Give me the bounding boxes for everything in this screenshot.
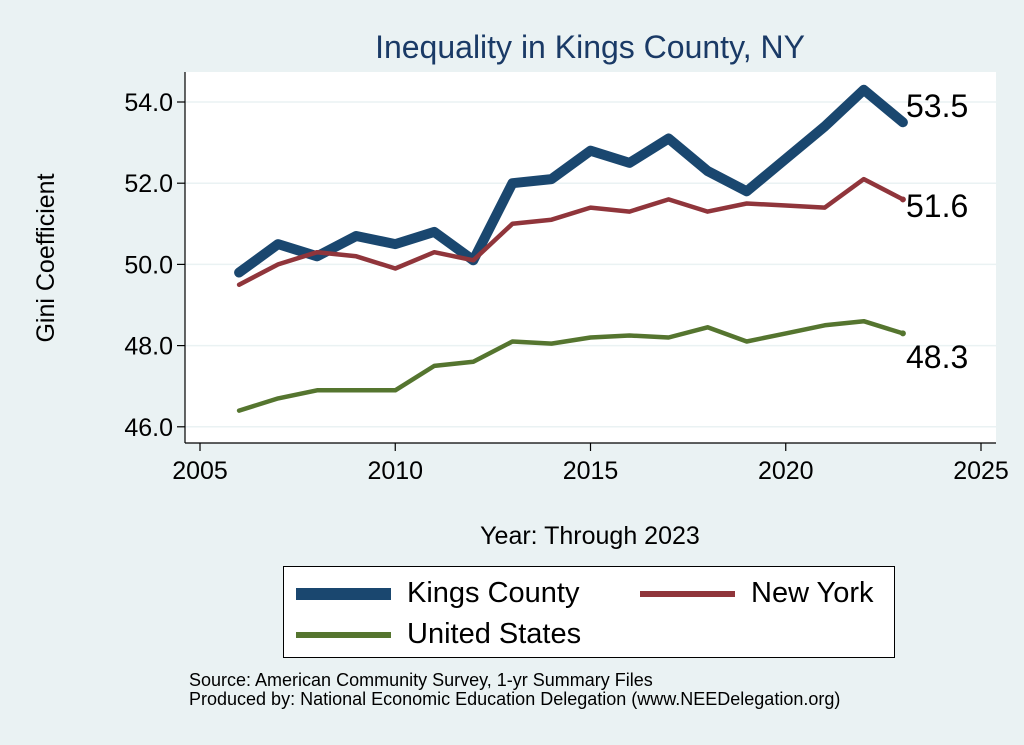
legend: Kings County New York United States: [283, 566, 895, 658]
legend-item-new-york: New York: [640, 577, 874, 610]
legend-label-kings-county: Kings County: [407, 577, 580, 609]
series-line-united-states: [236, 318, 906, 413]
legend-label-united-states: United States: [407, 618, 582, 650]
series-lines: [234, 84, 908, 413]
y-tick-label: 48.0: [124, 333, 173, 361]
x-axis-label: Year: Through 2023: [480, 522, 700, 550]
x-tick-label: 2025: [953, 457, 1009, 485]
legend-label-new-york: New York: [751, 577, 874, 609]
end-label-united-states: 48.3: [906, 339, 968, 375]
end-labels: 53.5 51.6 48.3: [906, 88, 968, 375]
producer-line: Produced by: National Economic Education…: [189, 689, 841, 709]
gridlines: [185, 101, 996, 428]
x-tick-label: 2015: [563, 457, 619, 485]
legend-swatch-united-states: [296, 631, 391, 638]
source-note: Source: American Community Survey, 1-yr …: [189, 671, 840, 709]
x-tick-label: 2010: [367, 457, 423, 485]
series-line-kings-county: [234, 84, 908, 278]
end-point-united-states: [899, 330, 906, 337]
y-tick-label: 52.0: [124, 170, 173, 198]
legend-item-kings-county: Kings County: [296, 577, 580, 610]
legend-item-united-states: United States: [296, 618, 581, 651]
source-line: Source: American Community Survey, 1-yr …: [189, 670, 653, 690]
x-tick-label: 2020: [758, 457, 814, 485]
x-tick-label: 2005: [172, 457, 228, 485]
y-tick-label: 54.0: [124, 89, 173, 117]
end-label-kings-county: 53.5: [906, 88, 968, 124]
series-line-new-york: [236, 176, 906, 287]
end-point-new-york: [899, 196, 906, 203]
end-point-kings-county: [898, 118, 907, 127]
y-axis-label: Gini Coefficient: [32, 173, 60, 342]
end-label-new-york: 51.6: [906, 188, 968, 224]
legend-swatch-kings-county: [296, 587, 391, 600]
line-chart: 46.0 48.0 50.0 52.0 54.0 2005 2010 2015 2020 2025…: [32, 29, 1009, 550]
y-tick-label: 46.0: [124, 414, 173, 442]
y-tick-label: 50.0: [124, 251, 173, 279]
axes: 46.0 48.0 50.0 52.0 54.0 2005 2010 2015 2020 2025: [124, 72, 1009, 485]
chart-title: Inequality in Kings County, NY: [375, 29, 805, 65]
legend-swatch-new-york: [640, 590, 735, 597]
